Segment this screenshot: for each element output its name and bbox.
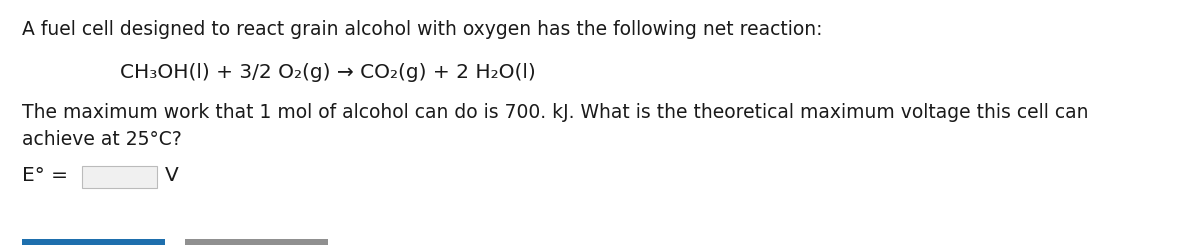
Text: V: V	[166, 166, 179, 185]
Text: achieve at 25°C?: achieve at 25°C?	[22, 130, 181, 149]
Text: A fuel cell designed to react grain alcohol with oxygen has the following net re: A fuel cell designed to react grain alco…	[22, 20, 822, 39]
Text: E° =: E° =	[22, 166, 68, 185]
Bar	[22, 239, 166, 245]
Bar	[185, 239, 328, 245]
Bar	[82, 166, 157, 188]
Text: CH₃OH(l) + 3/2 O₂(g) → CO₂(g) + 2 H₂O(l): CH₃OH(l) + 3/2 O₂(g) → CO₂(g) + 2 H₂O(l)	[120, 63, 535, 82]
Text: The maximum work that 1 mol of alcohol can do is 700. kJ. What is the theoretica: The maximum work that 1 mol of alcohol c…	[22, 103, 1088, 122]
